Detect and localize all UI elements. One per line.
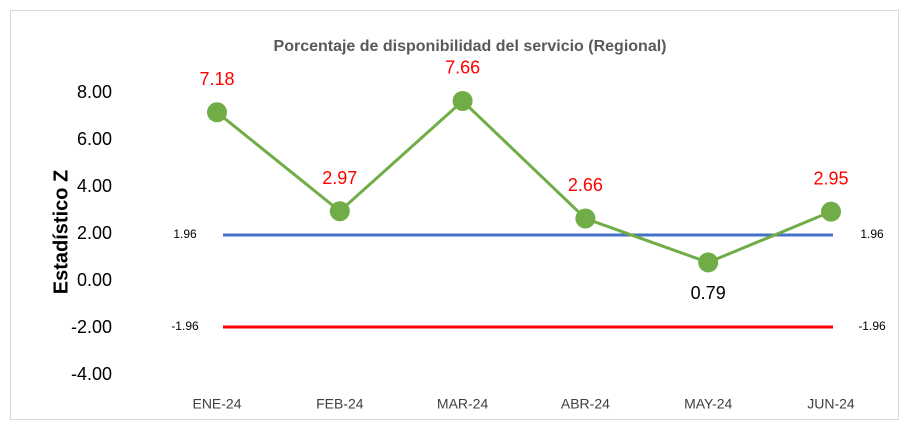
y-tick-label: 8.00 <box>77 82 112 102</box>
y-tick-label: 2.00 <box>77 223 112 243</box>
y-axis-title: Estadístico Z <box>50 170 72 294</box>
y-tick-label: 6.00 <box>77 129 112 149</box>
data-label: 7.66 <box>445 58 480 78</box>
x-tick-label: ENE-24 <box>192 396 241 412</box>
point <box>575 208 596 229</box>
point <box>821 201 841 222</box>
data-label: 0.79 <box>691 283 726 303</box>
chart-frame <box>10 10 899 420</box>
data-label: 7.18 <box>199 69 234 89</box>
chart-title: Porcentaje de disponibilidad del servici… <box>274 38 667 55</box>
y-tick-label: 4.00 <box>77 176 112 196</box>
data-label: 2.95 <box>813 168 848 188</box>
reference-label: -1.96 <box>858 319 886 333</box>
point <box>452 90 473 111</box>
x-tick-label: JUN-24 <box>807 396 855 412</box>
data-label: 2.97 <box>322 168 357 188</box>
reference-label: 1.96 <box>173 227 197 241</box>
point <box>698 252 719 273</box>
data-label: 2.66 <box>568 175 603 195</box>
y-tick-label: -4.00 <box>71 364 112 384</box>
x-tick-label: FEB-24 <box>316 396 364 412</box>
x-tick-label: MAR-24 <box>437 396 489 412</box>
x-tick-label: ABR-24 <box>561 396 610 412</box>
point <box>329 201 350 222</box>
y-tick-label: -2.00 <box>71 317 112 337</box>
y-tick-label: 0.00 <box>77 270 112 290</box>
series-line <box>216 98 832 265</box>
reference-label: -1.96 <box>171 319 199 333</box>
point <box>207 102 227 123</box>
reference-label: 1.96 <box>860 227 884 241</box>
x-tick-label: MAY-24 <box>684 396 732 412</box>
